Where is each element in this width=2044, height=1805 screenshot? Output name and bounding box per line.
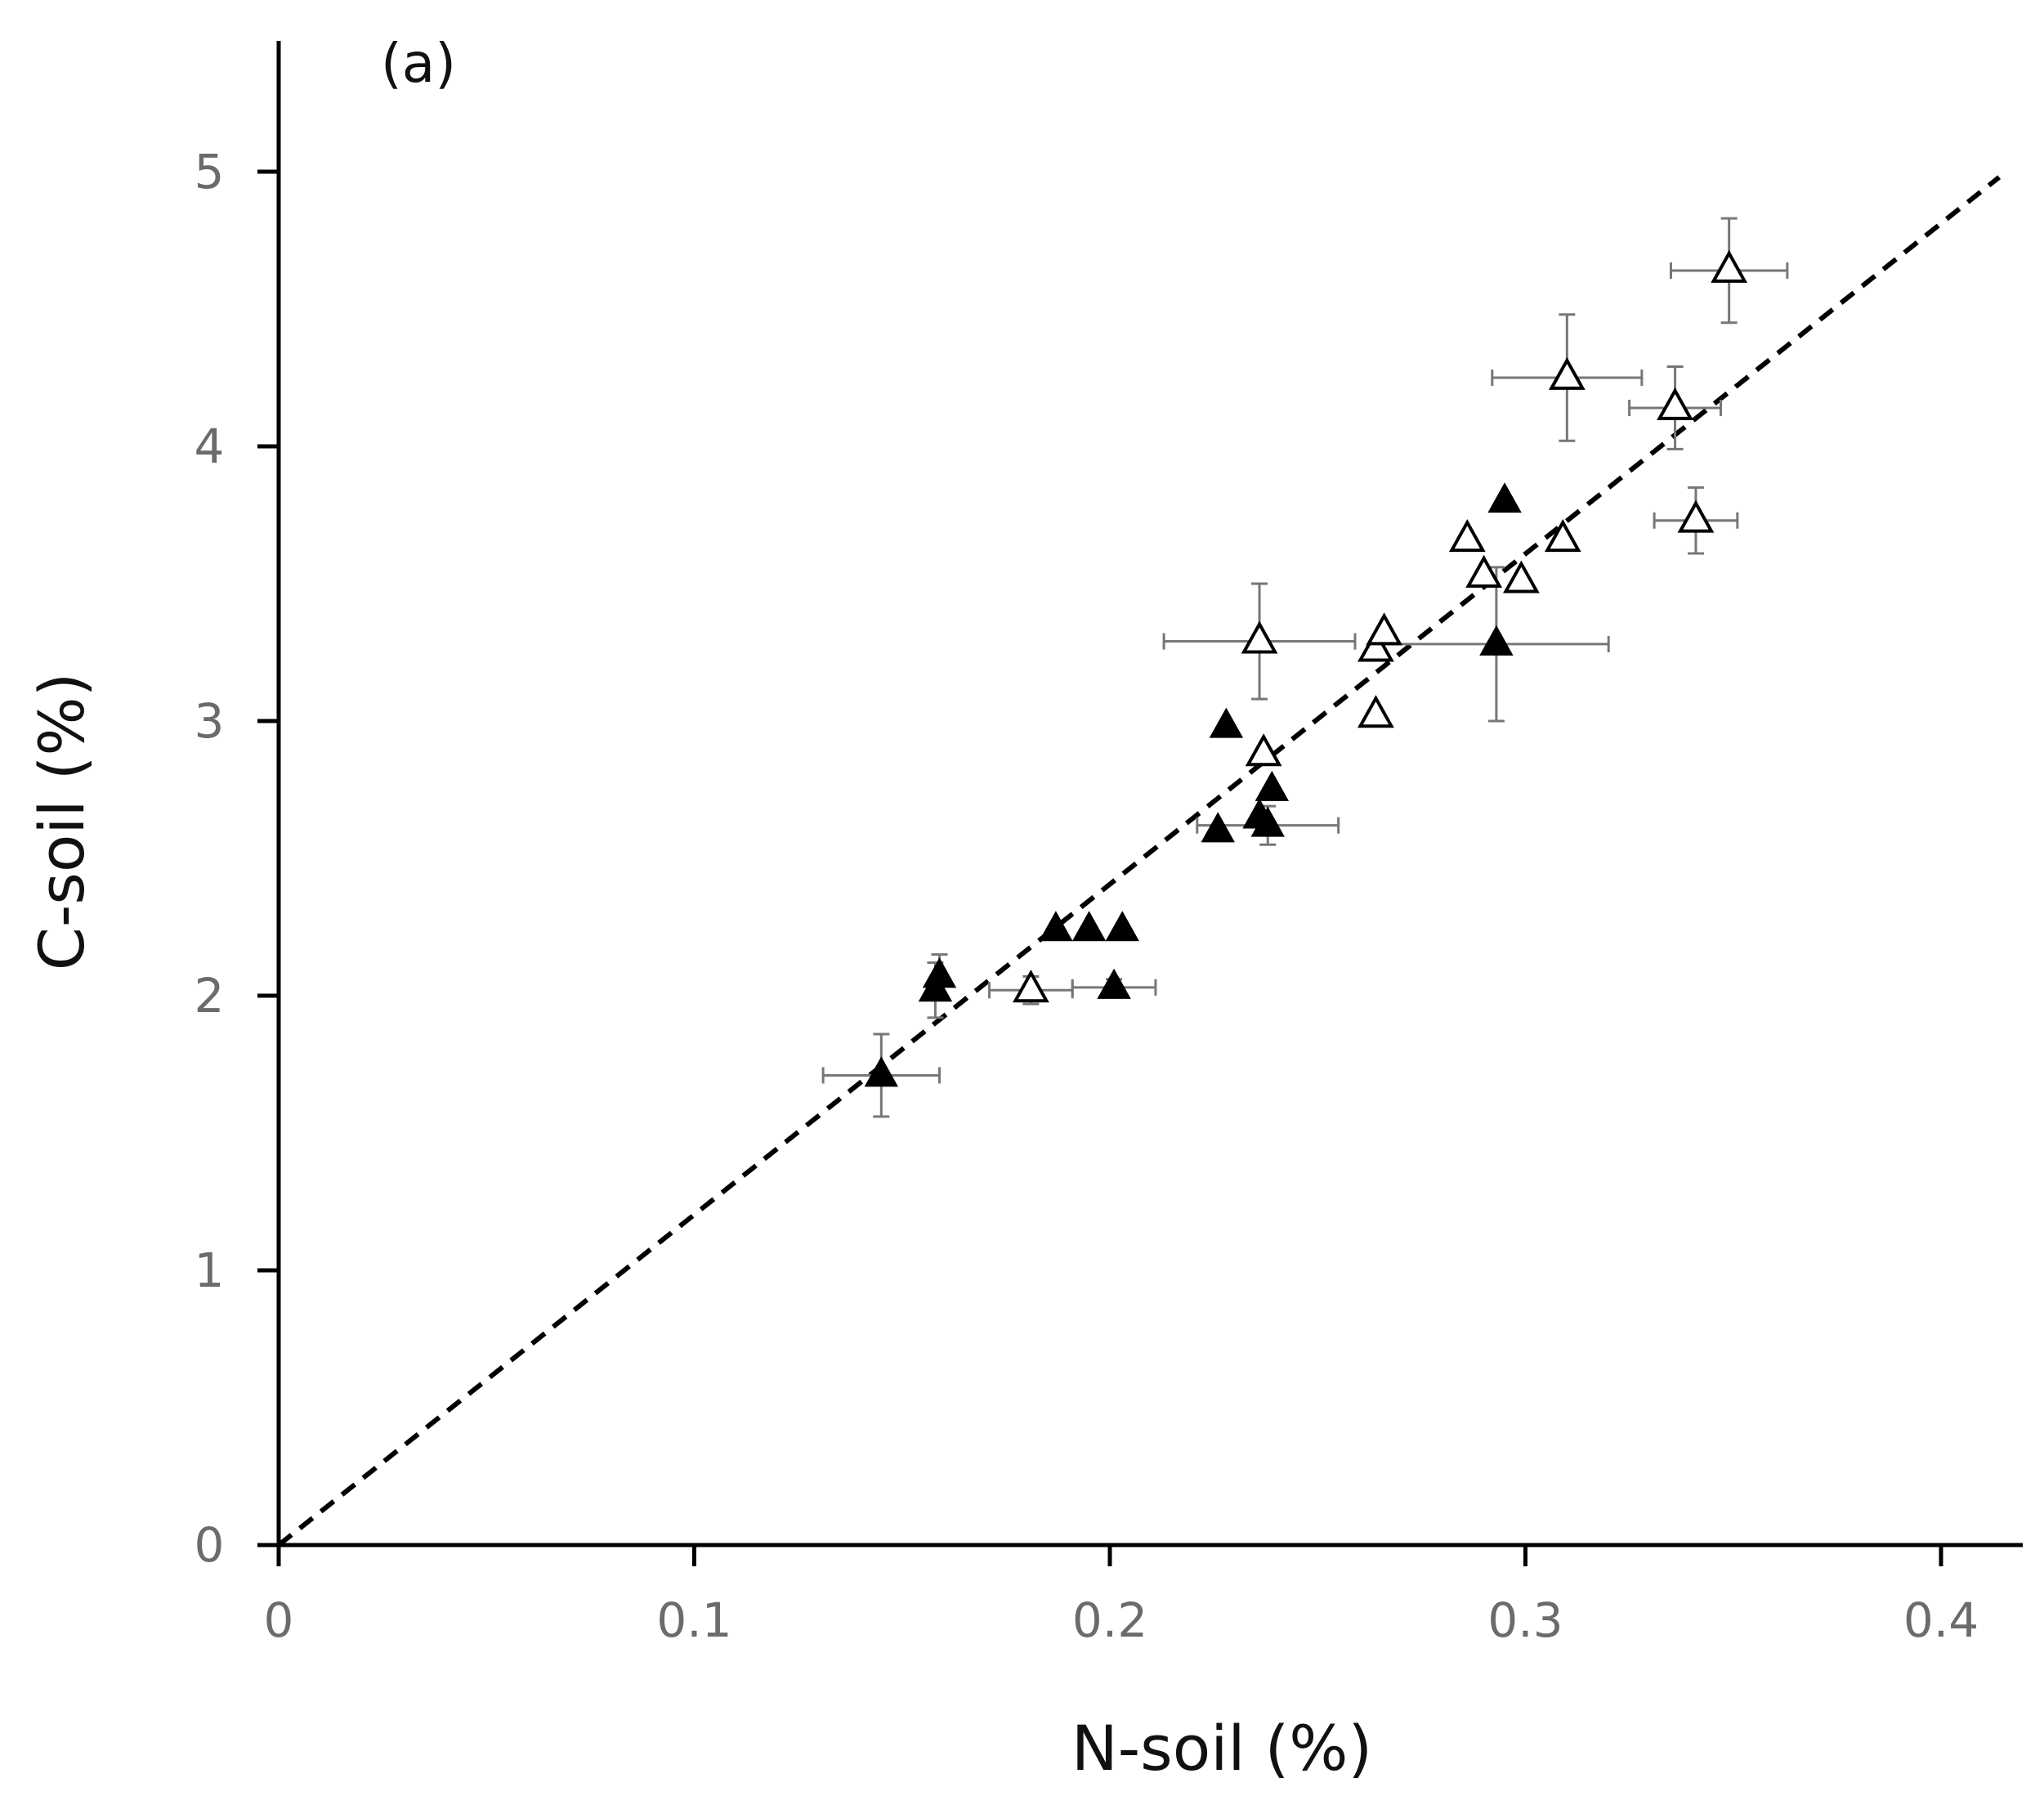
panel-label: (a) [381, 32, 456, 95]
x-tick-label: 0 [264, 1592, 294, 1648]
x-axis-title: N-soil (%) [1071, 1712, 1372, 1785]
fit-line-layer [277, 175, 2002, 1547]
open-triangle-point [1548, 356, 1586, 390]
open-triangle-point [1503, 560, 1540, 593]
filled-triangle-point [1097, 968, 1131, 999]
y-tick-label: 3 [195, 693, 225, 749]
filled-triangle-point [922, 957, 957, 988]
open-triangle-point [1241, 620, 1278, 654]
filled-triangle-point [1487, 482, 1522, 513]
marker-layer [864, 249, 1748, 1087]
open-triangle-point [1366, 612, 1403, 646]
filled-triangle-point [1255, 770, 1290, 801]
x-tick-label: 0.2 [1072, 1592, 1147, 1648]
x-tick-label: 0.4 [1903, 1592, 1979, 1648]
x-tick-label: 0.1 [656, 1592, 731, 1648]
open-triangle-point [1448, 519, 1486, 553]
y-tick-label: 4 [195, 419, 225, 474]
open-triangle-point [1657, 387, 1693, 420]
fit-line [277, 175, 2002, 1547]
y-ticks: 0 1 2 3 4 5 [195, 144, 279, 1573]
open-triangle-point [1357, 695, 1394, 728]
y-tick-label: 1 [195, 1243, 225, 1298]
filled-triangle-point [1039, 911, 1073, 942]
filled-triangle-point [1071, 911, 1107, 942]
open-triangle-point [1711, 249, 1748, 283]
open-triangle-point [1357, 629, 1394, 662]
axes: 0 0.1 0.2 0.3 0.4 0 1 2 3 4 5 [195, 41, 2023, 1648]
open-triangle-point [1012, 970, 1049, 1003]
filled-triangle-point [1105, 911, 1139, 942]
filled-triangle-point [1250, 806, 1285, 837]
open-triangle-point [1245, 733, 1282, 767]
x-ticks: 0 0.1 0.2 0.3 0.4 [264, 1545, 1979, 1648]
plot-area [277, 175, 2002, 1547]
open-triangle-point [1544, 519, 1581, 553]
y-tick-label: 5 [195, 144, 225, 199]
filled-triangle-point [864, 1056, 899, 1087]
y-tick-label: 2 [195, 968, 225, 1023]
filled-triangle-point [1479, 625, 1514, 656]
filled-triangle-point [1209, 707, 1244, 738]
open-triangle-point [1677, 499, 1715, 533]
errorbar-layer [821, 217, 1789, 1118]
y-tick-label: 0 [195, 1517, 225, 1573]
x-tick-label: 0.3 [1487, 1592, 1563, 1648]
filled-triangle-point [1201, 812, 1235, 843]
y-axis-title: C-soil (%) [25, 673, 98, 971]
open-triangle-point [1465, 554, 1503, 588]
